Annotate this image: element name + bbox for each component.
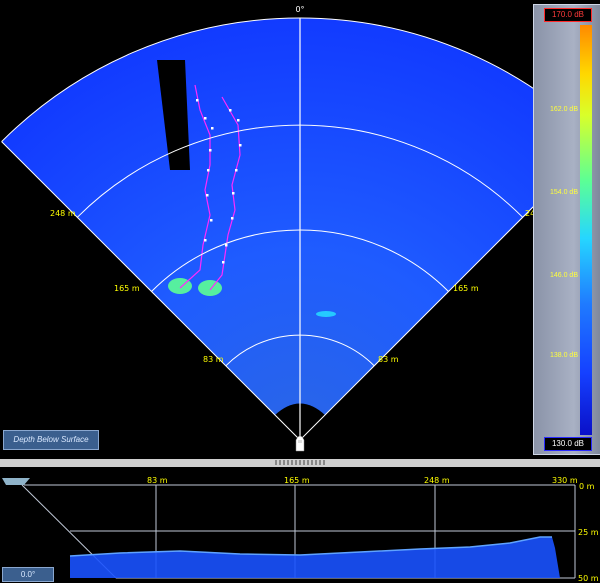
seafloor-profile (70, 537, 560, 578)
track-marker (239, 144, 242, 147)
vessel-icon (295, 435, 305, 452)
colorbar (580, 25, 592, 435)
profile-depth-0: 0 m (579, 482, 595, 491)
target-blob-2 (198, 280, 222, 296)
track-marker (207, 169, 210, 172)
depth-below-surface-button[interactable]: Depth Below Surface (3, 430, 99, 450)
ring-label-right-165: 165 m (453, 284, 479, 293)
target-blob-3 (316, 311, 336, 317)
scale-tick-154: 154.0 dB (549, 189, 578, 196)
track-marker (232, 192, 235, 195)
track-marker (225, 244, 228, 247)
scale-tick-146: 146.0 dB (549, 272, 578, 279)
ring-label-left-83: 83 m (203, 355, 224, 364)
profile-depth-50: 50 m (578, 574, 599, 583)
track-markers (196, 99, 242, 264)
color-scale-panel: 170.0 dB 162.0 dB 154.0 dB 146.0 dB 138.… (533, 4, 600, 455)
ring-label-left-248: 248 m (50, 209, 76, 218)
track-marker (235, 169, 238, 172)
profile-range-83: 83 m (147, 476, 168, 485)
ring-label-right-83: 83 m (378, 355, 399, 364)
track-marker (209, 149, 212, 152)
track-marker (231, 217, 234, 220)
pane-splitter[interactable] (0, 459, 600, 467)
track-marker (229, 109, 232, 112)
track-marker (222, 261, 225, 264)
track-marker (204, 117, 207, 120)
track-marker (206, 194, 209, 197)
scale-tick-138: 138.0 dB (549, 352, 578, 359)
scale-tick-162: 162.0 dB (549, 106, 578, 113)
profile-depth-25: 25 m (578, 528, 599, 537)
track-marker (204, 239, 207, 242)
scale-min-label[interactable]: 130.0 dB (544, 437, 592, 451)
track-line-2 (209, 96, 241, 291)
boat-icon (2, 478, 30, 485)
track-line-1 (179, 84, 211, 289)
ring-label-left-165: 165 m (114, 284, 140, 293)
seafloor-profile-edge (69, 536, 552, 557)
heading-label: 0° (295, 5, 304, 14)
no-data-region (157, 60, 190, 170)
fan-edge-left (1, 141, 301, 441)
splitter-grip-icon[interactable] (275, 460, 325, 465)
profile-range-165: 165 m (284, 476, 310, 485)
track-marker (237, 119, 240, 122)
profile-range-248: 248 m (424, 476, 450, 485)
scale-max-label[interactable]: 170.0 dB (544, 8, 592, 22)
profile-range-330: 330 m (552, 476, 578, 485)
track-marker (211, 127, 214, 130)
track-marker (196, 99, 199, 102)
angle-readout: 0.0° (2, 567, 54, 582)
track-marker (210, 219, 213, 222)
